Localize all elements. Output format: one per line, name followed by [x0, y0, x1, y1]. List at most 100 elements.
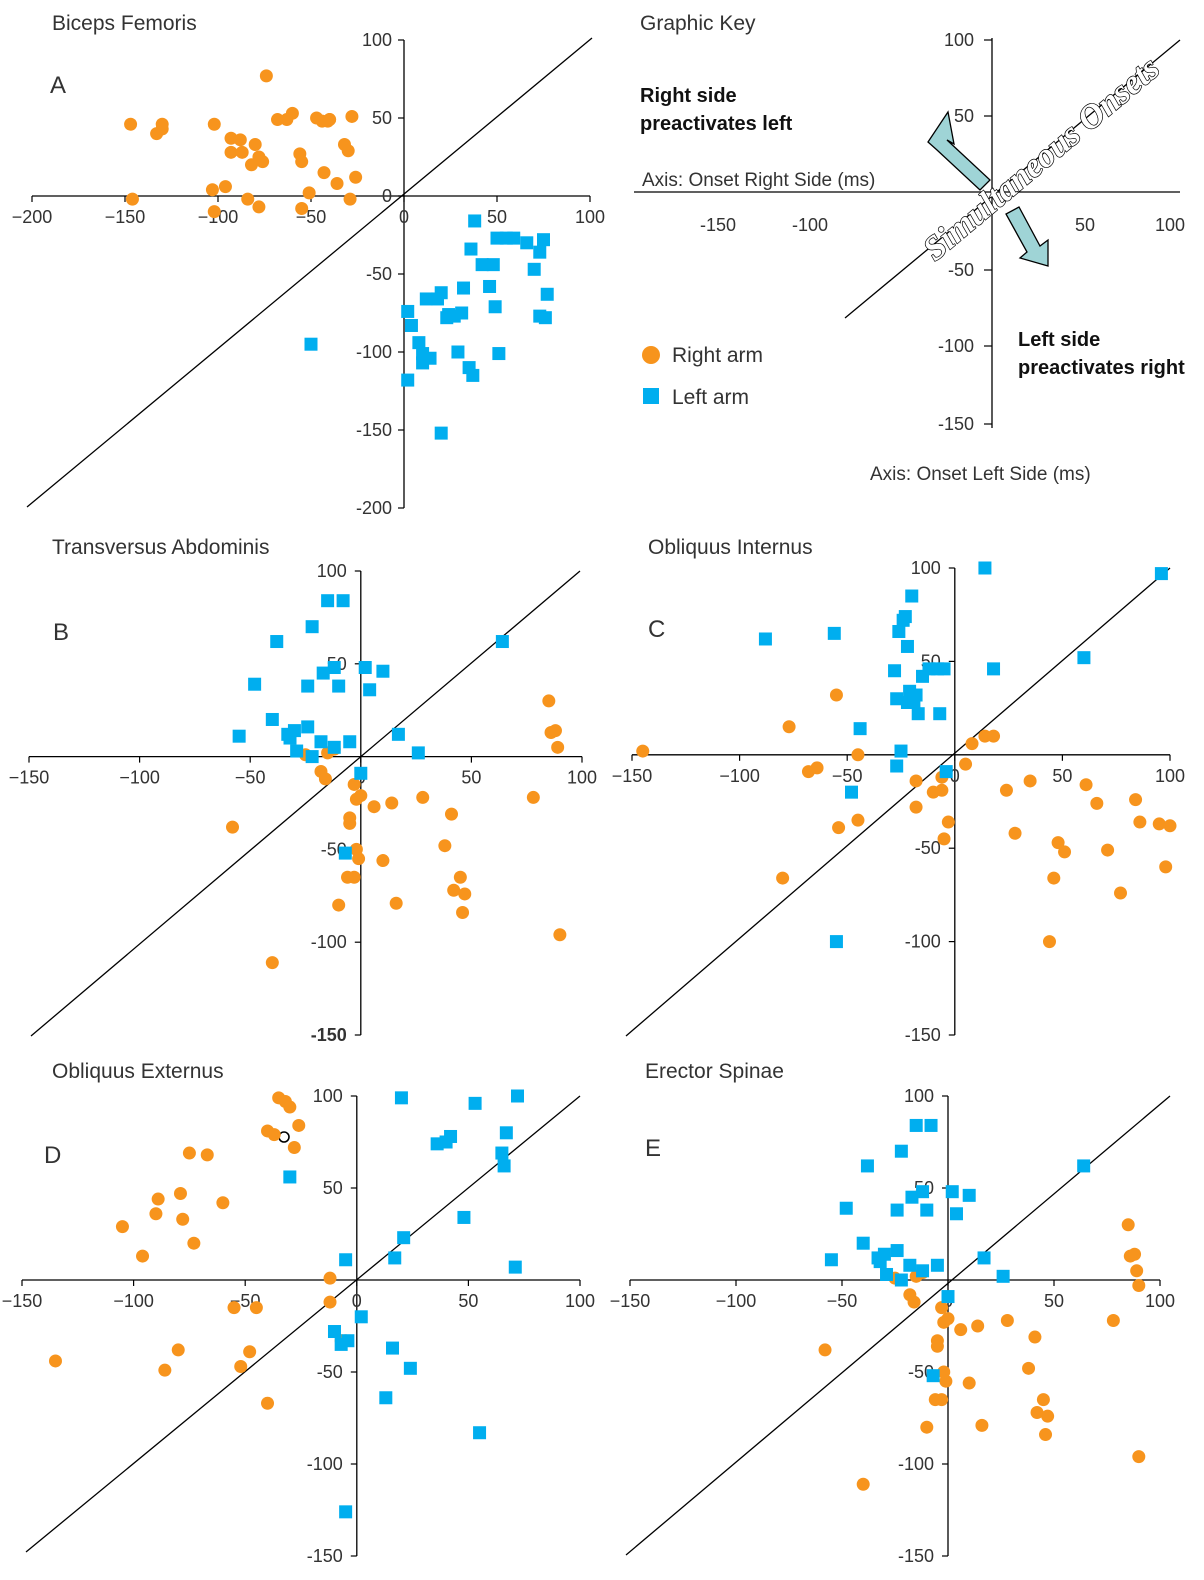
right-arm-point: [971, 1319, 985, 1333]
right-arm-point: [330, 177, 344, 191]
left-arm-point: [386, 1341, 400, 1355]
right-arm-point: [332, 898, 346, 912]
left-arm-point: [890, 692, 904, 706]
right-arm-point: [155, 117, 169, 131]
right-arm-point: [458, 887, 472, 901]
right-arm-point: [987, 729, 1001, 743]
left-arm-point: [304, 337, 318, 351]
right-arm-point: [182, 1146, 196, 1160]
legend-left-arm-marker: [643, 388, 659, 404]
left-arm-point: [497, 1159, 511, 1173]
right-arm-point: [124, 117, 138, 131]
right-arm-point: [224, 145, 238, 159]
y-tick-label: 0: [382, 186, 392, 206]
left-arm-point: [495, 635, 509, 649]
left-arm-point: [860, 1159, 874, 1173]
left-arm-point: [394, 1091, 408, 1105]
right-arm-point: [1028, 1330, 1042, 1344]
left-arm-point: [890, 759, 904, 773]
x-tick-label: −100: [716, 1291, 757, 1311]
left-arm-point: [527, 262, 541, 276]
right-arm-point: [354, 789, 368, 803]
left-arm-point: [1154, 567, 1168, 581]
x-tick-label: 100: [1145, 1291, 1175, 1311]
y-tick-label: 100: [317, 561, 347, 581]
right-arm-point: [965, 737, 979, 751]
left-arm-point: [290, 744, 304, 758]
right-arm-point: [323, 113, 337, 127]
right-arm-point: [115, 1220, 129, 1234]
left-arm-point: [248, 677, 262, 691]
left-arm-point: [488, 300, 502, 314]
right-arm-point: [389, 896, 403, 910]
right-arm-point: [218, 180, 232, 194]
panel-d-title: Obliquus Externus: [52, 1060, 224, 1083]
left-arm-point: [301, 679, 315, 693]
diagonal-line: [625, 567, 1171, 1037]
right-arm-point: [295, 201, 309, 215]
y-tick-label: -150: [307, 1546, 343, 1566]
right-arm-point: [295, 155, 309, 169]
key-y-tick: 100: [944, 30, 974, 50]
right-arm-point: [302, 186, 316, 200]
left-arm-point: [1077, 651, 1091, 665]
left-arm-point: [939, 765, 953, 779]
left-arm-point: [511, 1089, 525, 1103]
right-arm-point: [367, 800, 381, 814]
x-tick-label: 100: [565, 1291, 595, 1311]
left-arm-point: [495, 1146, 509, 1160]
left-arm-point: [909, 1118, 923, 1132]
legend-left-arm-label: Left arm: [672, 386, 749, 409]
left-arm-point: [937, 662, 951, 676]
x-tick-label: 100: [575, 207, 605, 227]
right-arm-point: [810, 761, 824, 775]
legend-right-arm-marker: [642, 346, 660, 364]
right-arm-point: [310, 111, 324, 125]
right-arm-point: [216, 1196, 230, 1210]
right-arm-point: [1130, 1264, 1144, 1278]
left-arm-point: [829, 935, 843, 949]
left-arm-point: [499, 1126, 513, 1140]
y-tick-label: -50: [366, 264, 392, 284]
right-arm-point: [542, 694, 556, 708]
panel-b-label: B: [53, 619, 69, 646]
left-arm-point: [404, 318, 418, 332]
key-x-tick: -150: [700, 215, 736, 235]
key-x-axis-label-bg: [642, 168, 898, 190]
right-arm-point: [323, 1295, 337, 1309]
left-arm-point: [888, 664, 902, 678]
left-arm-point: [945, 1185, 959, 1199]
x-tick-label: 0: [950, 766, 960, 786]
left-arm-point: [540, 287, 554, 301]
left-arm-point: [270, 635, 284, 649]
left-arm-point: [538, 311, 552, 325]
right-arm-point: [1008, 826, 1022, 840]
right-arm-point: [1128, 1247, 1142, 1261]
right-arm-point: [1022, 1361, 1036, 1375]
left-arm-point: [933, 707, 947, 721]
left-arm-point: [856, 1236, 870, 1250]
right-arm-point: [937, 832, 951, 846]
left-arm-point: [401, 304, 415, 318]
right-arm-point: [271, 113, 285, 127]
panel-e-title: Erector Spinae: [645, 1060, 784, 1083]
left-arm-point: [898, 610, 912, 624]
left-arm-point: [434, 286, 448, 300]
x-tick-label: −200: [12, 207, 53, 227]
left-arm-point: [301, 720, 315, 734]
key-y-axis-label: Axis: Onset Left Side (ms): [870, 464, 1091, 485]
left-arm-point: [468, 214, 482, 228]
y-tick-label: -50: [915, 838, 941, 858]
left-arm-point: [890, 1203, 904, 1217]
left-arm-point: [905, 1190, 919, 1204]
right-arm-point: [173, 1187, 187, 1201]
left-arm-point: [341, 1334, 355, 1348]
right-arm-point: [171, 1343, 185, 1357]
left-arm-point: [845, 785, 859, 799]
panel-b-title: Transversus Abdominis: [52, 536, 269, 559]
right-arm-point: [930, 1339, 944, 1353]
right-arm-point: [832, 821, 846, 835]
right-arm-point: [343, 816, 357, 830]
right-arm-point: [782, 720, 796, 734]
right-arm-point: [1047, 871, 1061, 885]
